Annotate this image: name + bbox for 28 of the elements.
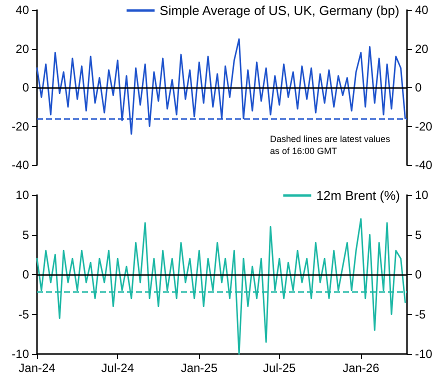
y2-tick-label: -40 (415, 158, 433, 172)
y-tick-label: 5 (22, 228, 30, 242)
y2-tick-label: 20 (415, 42, 429, 56)
y2-tick-label: 0 (415, 268, 422, 282)
y-tick-label: 10 (16, 188, 30, 202)
y-tick-label: -5 (18, 307, 30, 322)
y2-tick-label: -5 (415, 307, 426, 322)
x-tick-label: Jul-25 (263, 361, 296, 375)
y-tick-label: -10 (12, 347, 30, 361)
y2-tick-label: 10 (415, 188, 429, 202)
annotation: Dashed lines are latest values as of 16:00 GMT (270, 134, 393, 156)
y-tick-label: 0 (22, 80, 30, 94)
legend-label: 12m Brent (%) (316, 188, 400, 203)
y2-tick-label: 5 (415, 228, 422, 242)
x-tick-label: Jan-26 (342, 361, 380, 375)
y2-tick-label: 40 (415, 3, 429, 17)
legend-label: Simple Average of US, UK, Germany (bp) (160, 3, 400, 18)
y-tick-label: -40 (12, 158, 30, 172)
y-tick-label: -20 (12, 119, 30, 134)
y2-tick-label: -10 (415, 347, 433, 361)
y2-tick-label: 0 (415, 80, 422, 94)
x-tick-label: Jan-25 (180, 361, 218, 375)
y-tick-label: 20 (16, 42, 30, 56)
x-tick-label: Jul-24 (101, 361, 134, 375)
y2-tick-label: -20 (415, 119, 433, 134)
y-tick-label: 40 (16, 3, 30, 17)
y-tick-label: 0 (22, 268, 30, 282)
x-tick-label: Jan-24 (18, 361, 56, 375)
